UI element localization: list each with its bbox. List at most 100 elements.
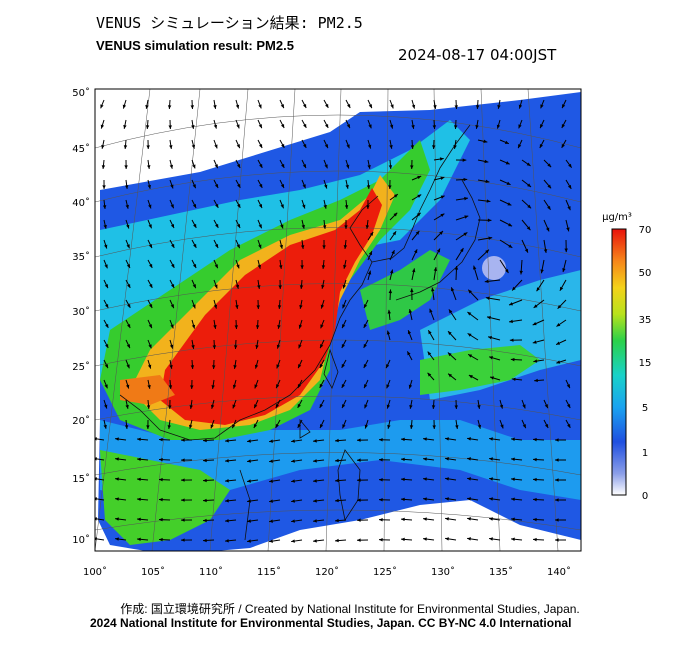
wind-vector-head [303, 143, 307, 148]
wind-vector-head [401, 437, 405, 442]
wind-vector-head [423, 517, 427, 521]
wind-vector-head [149, 283, 153, 288]
wind-vector-head [540, 104, 544, 109]
wind-vector-head [415, 230, 420, 235]
wind-vector-head [467, 457, 471, 461]
wind-vector-head [255, 325, 260, 329]
wind-vector-head [467, 517, 471, 521]
wind-vector-head [389, 124, 394, 129]
wind-vector-head [357, 538, 361, 542]
wind-vector-head [533, 537, 537, 542]
wind-vector-head [115, 517, 119, 521]
wind-vector-head [235, 104, 240, 109]
wind-vector-head [126, 344, 130, 349]
wind-vector-head [125, 204, 129, 209]
wind-vector-head [463, 177, 468, 182]
lat-tick-label: 10˚ [72, 534, 90, 546]
wind-vector-head [171, 263, 175, 268]
wind-vector-head [566, 384, 570, 389]
wind-vector-head [489, 457, 493, 461]
wind-vector-head [148, 244, 152, 249]
coastlines [119, 124, 481, 541]
wind-vector-head [343, 264, 347, 269]
wind-vector-head [170, 283, 175, 288]
wind-vector-head [440, 176, 445, 180]
wind-vector-head [115, 537, 119, 541]
wind-vector-head [346, 124, 350, 129]
wind-vector-head [522, 424, 526, 429]
wind-vector-head [280, 204, 284, 209]
wind-vector-head [192, 264, 197, 268]
wind-vector-field [95, 99, 573, 543]
wind-vector-head [126, 364, 130, 369]
wind-vector-head [127, 283, 131, 288]
wind-vector-head [544, 423, 549, 428]
wind-vector-head [475, 125, 479, 129]
wind-vector-head [126, 224, 130, 229]
wind-vector-head [486, 316, 491, 320]
wind-vector-head [539, 143, 544, 148]
wind-vector-head [299, 304, 303, 309]
wind-vector-head [341, 343, 346, 348]
wind-vector-head [344, 225, 348, 229]
wind-vector-head [467, 333, 472, 337]
wind-vector-head [379, 458, 383, 462]
wind-vector-head [536, 287, 541, 292]
wind-vector-head [233, 345, 238, 349]
wind-vector-head [357, 518, 361, 522]
wind-vector-head [234, 325, 239, 329]
wind-vector-head [511, 517, 515, 521]
wind-vector-head [190, 105, 195, 109]
wind-vector-head [168, 405, 172, 409]
wind-vector-head [366, 205, 370, 209]
wind-vector-head [167, 105, 172, 109]
wind-vector-head [467, 497, 471, 501]
wind-vector-head [357, 498, 361, 502]
title-japanese: VENUS シミュレーション結果: PM2.5 [96, 14, 363, 32]
wind-vector-head [324, 123, 329, 128]
wind-vector-head [193, 243, 197, 248]
lat-tick-label: 15˚ [72, 473, 90, 485]
wind-vector-head [215, 203, 219, 208]
wind-vector-head [319, 403, 323, 408]
wind-vector-head [489, 497, 493, 501]
wind-vector-head [192, 164, 196, 169]
wind-vector-head [237, 203, 241, 208]
wind-vector-head [214, 284, 218, 289]
wind-vector-head [190, 385, 194, 389]
wind-vector-head [235, 305, 239, 309]
wind-vector-head [407, 330, 412, 335]
colorbar-tick: 70 [639, 225, 652, 236]
wind-vector-head [445, 477, 449, 481]
wind-vector-head [278, 285, 282, 289]
wind-vector-head [505, 269, 509, 273]
wind-vector-head [379, 498, 383, 502]
wind-vector-head [544, 404, 548, 409]
wind-vector-head [509, 302, 514, 306]
wind-vector-head [433, 105, 437, 109]
wind-vector-head [363, 323, 367, 328]
wind-vector-head [335, 538, 339, 543]
wind-vector-head [124, 165, 128, 169]
wind-vector-head [322, 245, 326, 249]
wind-vector-head [447, 331, 452, 335]
wind-vector-head [367, 144, 372, 149]
wind-vector-head [258, 244, 262, 249]
wind-vector-head [335, 478, 339, 483]
wind-vector-head [368, 124, 372, 129]
wind-vector-head [453, 145, 457, 149]
wind-vector-head [454, 405, 458, 409]
wind-vector-head [433, 267, 438, 272]
wind-vector-head [364, 384, 368, 389]
wind-vector-head [203, 518, 207, 523]
wind-vector-head [148, 324, 152, 329]
wind-vector-head [170, 324, 174, 329]
wind-vector-head [416, 212, 421, 217]
wind-vector-head [432, 145, 436, 149]
wind-vector-head [386, 364, 390, 369]
wind-vector-head [508, 223, 513, 227]
wind-vector-head [547, 184, 552, 189]
wind-vector-head [302, 204, 306, 209]
wind-vector-head [192, 204, 197, 209]
wind-vector-head [365, 225, 370, 229]
